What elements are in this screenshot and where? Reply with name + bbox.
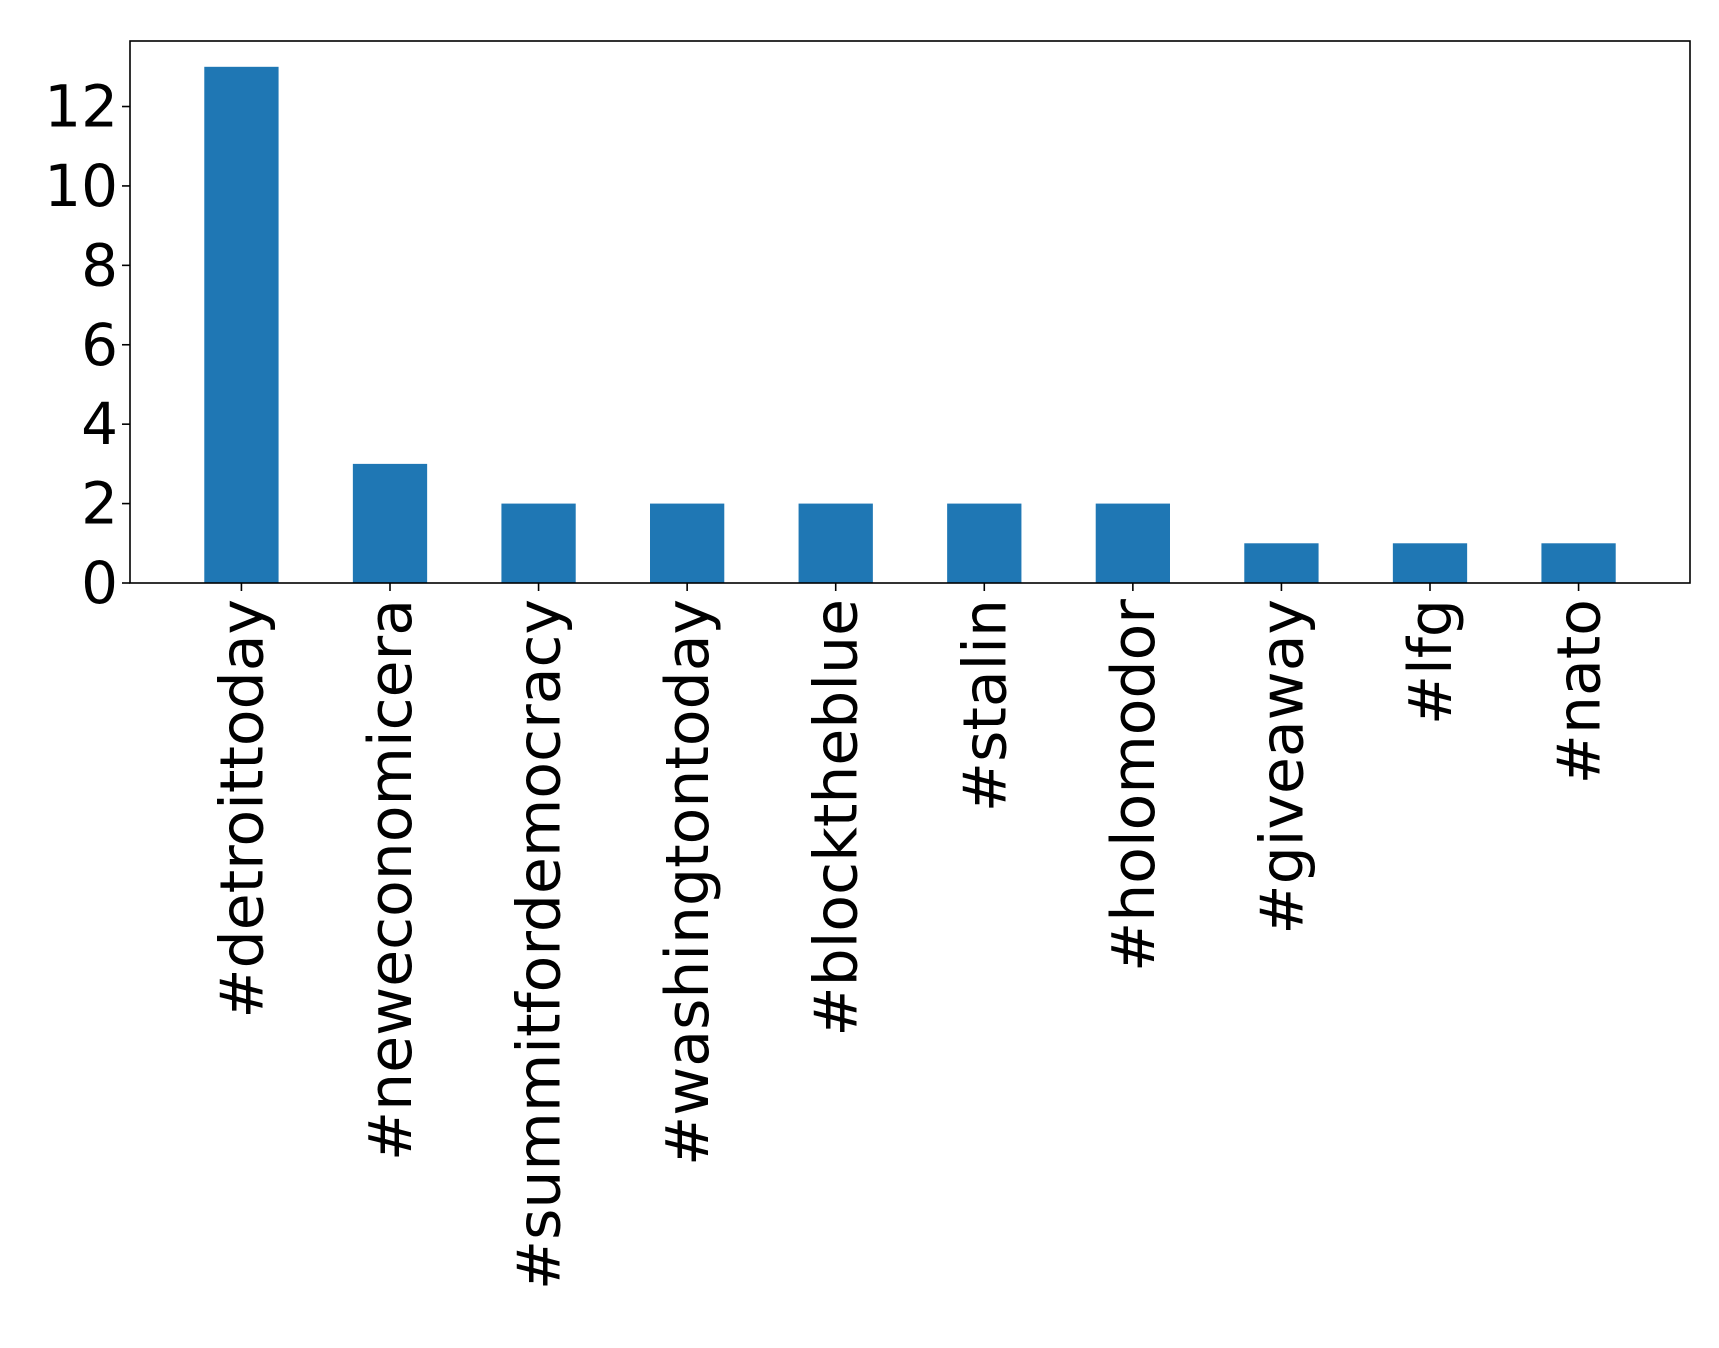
x-tick-label: #washingtontoday bbox=[653, 599, 723, 1166]
bars-layer bbox=[204, 66, 1616, 584]
x-tick-label: #holomodor bbox=[1099, 599, 1169, 972]
x-tick-label: #stalin bbox=[950, 599, 1020, 812]
y-tick-label: 4 bbox=[81, 390, 118, 458]
bar-holomodor bbox=[1095, 503, 1170, 583]
x-tick-label: #lfg bbox=[1396, 599, 1466, 725]
y-tick-label: 2 bbox=[81, 470, 118, 538]
x-tick-label: #detroittoday bbox=[207, 599, 277, 1019]
x-tick-label: #summitfordemocracy bbox=[505, 599, 575, 1290]
y-tick-label: 10 bbox=[44, 152, 118, 220]
bar-nato bbox=[1541, 543, 1616, 583]
y-tick-label: 12 bbox=[44, 73, 118, 141]
y-tick-label: 6 bbox=[81, 311, 118, 379]
plot-frame bbox=[129, 40, 1691, 584]
x-tick-label: #giveaway bbox=[1247, 599, 1317, 935]
x-tick-label: #blocktheblue bbox=[802, 599, 872, 1037]
y-tick-label: 8 bbox=[81, 231, 118, 299]
bar-washingtontoday bbox=[650, 503, 725, 583]
bar-lfg bbox=[1392, 543, 1468, 583]
x-axis: #detroittoday #neweconomicera #summitforde… bbox=[207, 583, 1615, 1290]
x-tick-label: #neweconomicera bbox=[356, 599, 426, 1161]
y-axis: 0 2 4 6 8 10 12 bbox=[44, 73, 130, 617]
bar-blocktheblue bbox=[798, 503, 873, 583]
bar-neweconomicera bbox=[352, 463, 428, 583]
bar-stalin bbox=[947, 503, 1022, 583]
y-tick-label: 0 bbox=[81, 549, 118, 617]
bar-giveaway bbox=[1244, 543, 1319, 583]
bar-detroittoday bbox=[204, 66, 279, 584]
bar-summitfordemocracy bbox=[501, 503, 576, 583]
x-tick-label: #nato bbox=[1545, 599, 1615, 784]
